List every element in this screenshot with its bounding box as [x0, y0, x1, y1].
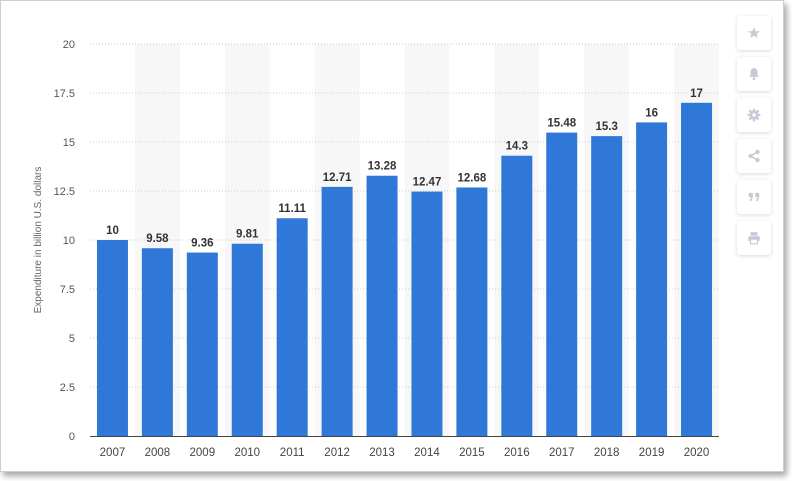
data-label: 15.3	[595, 121, 617, 133]
y-tick-label: 17.5	[54, 88, 75, 100]
bar	[681, 102, 713, 437]
bar-chart: 02.557.51012.51517.5201020079.5820089.36…	[33, 39, 719, 459]
y-tick-label: 12.5	[54, 186, 75, 198]
data-label: 15.48	[547, 118, 576, 130]
data-label: 12.71	[323, 172, 352, 184]
y-tick-label: 10	[63, 235, 75, 247]
data-label: 17	[690, 88, 703, 100]
y-tick-label: 0	[69, 431, 75, 443]
bar	[186, 252, 218, 436]
x-tick-label: 2009	[190, 447, 216, 459]
data-label: 12.47	[413, 177, 442, 189]
data-label: 13.28	[368, 161, 397, 173]
bar	[366, 175, 398, 436]
bar	[231, 243, 263, 436]
y-axis-title: Expenditure in billion U.S. dollars	[33, 167, 44, 314]
settings-button[interactable]	[737, 98, 771, 132]
data-label: 12.68	[458, 172, 487, 184]
bar	[321, 186, 353, 436]
y-tick-label: 7.5	[60, 284, 75, 296]
bar	[411, 191, 443, 436]
x-tick-label: 2013	[369, 447, 395, 459]
x-tick-label: 2011	[280, 447, 305, 459]
chart-frame: 0 2.5 5 7.5 10 12.5 15 17.5 20 10 2007 9.58 2008 9.36…	[0, 0, 784, 472]
star-icon	[747, 26, 761, 40]
bar	[96, 240, 128, 436]
gear-icon	[747, 108, 761, 122]
bar	[276, 218, 308, 436]
data-label: 14.3	[506, 141, 528, 153]
bar	[591, 136, 623, 436]
bell-icon	[747, 67, 761, 81]
x-tick-label: 2014	[414, 447, 440, 459]
x-tick-label: 2008	[145, 447, 171, 459]
share-icon	[747, 149, 761, 163]
y-tick-label: 15	[63, 137, 75, 149]
side-toolbar	[737, 16, 771, 262]
bar	[141, 248, 173, 436]
x-tick-label: 2010	[234, 447, 260, 459]
x-tick-label: 2007	[100, 447, 126, 459]
x-tick-label: 2012	[324, 447, 350, 459]
x-tick-label: 2019	[639, 447, 665, 459]
y-tick-label: 20	[63, 39, 75, 51]
bar	[546, 132, 578, 437]
x-tick-label: 2018	[594, 447, 620, 459]
share-button[interactable]	[737, 139, 771, 173]
cite-button[interactable]	[737, 180, 771, 214]
data-label: 11.11	[278, 203, 306, 215]
x-tick-label: 2017	[549, 447, 575, 459]
data-label: 10	[106, 225, 119, 237]
data-label: 9.36	[191, 238, 213, 250]
print-button[interactable]	[737, 221, 771, 255]
x-tick-label: 2020	[684, 447, 710, 459]
quote-icon	[747, 190, 761, 204]
favorite-button[interactable]	[737, 16, 771, 50]
y-tick-label: 5	[69, 333, 75, 345]
bar	[501, 155, 533, 436]
notification-button[interactable]	[737, 57, 771, 91]
data-label: 9.81	[236, 229, 259, 241]
x-tick-label: 2016	[504, 447, 530, 459]
bar	[636, 122, 668, 437]
data-label: 16	[645, 107, 658, 119]
data-label: 9.58	[146, 233, 169, 245]
bar	[456, 187, 488, 436]
y-tick-label: 2.5	[60, 382, 75, 394]
x-tick-label: 2015	[459, 447, 485, 459]
print-icon	[747, 231, 761, 245]
